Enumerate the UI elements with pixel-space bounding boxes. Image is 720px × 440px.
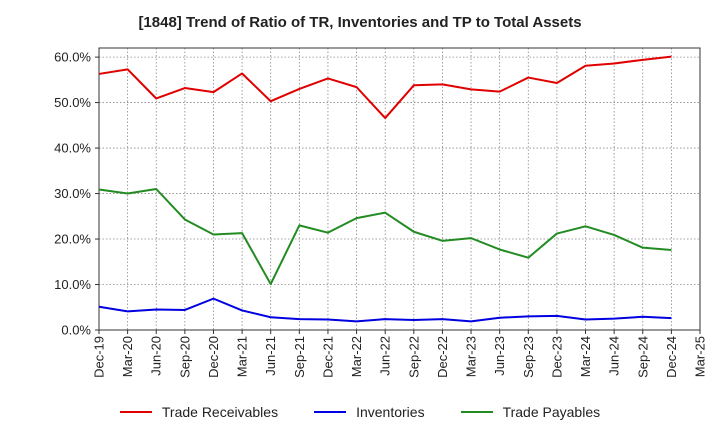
x-tick-label: Sep-22 — [406, 336, 421, 378]
grid-lines — [99, 48, 700, 330]
chart-title: [1848] Trend of Ratio of TR, Inventories… — [138, 14, 582, 31]
y-tick-label: 10.0% — [54, 277, 91, 292]
x-tick-label: Sep-24 — [635, 336, 650, 378]
x-tick-label: Mar-25 — [693, 336, 708, 377]
x-tick-label: Sep-23 — [521, 336, 536, 378]
legend-label-trade-payables: Trade Payables — [502, 404, 601, 420]
plot-frame — [98, 47, 701, 331]
x-tick-label: Dec-23 — [549, 336, 564, 378]
x-tick-label: Dec-24 — [664, 336, 679, 378]
x-tick-label: Dec-19 — [92, 336, 107, 378]
legend-label-trade-receivables: Trade Receivables — [161, 404, 279, 420]
series-line-2 — [98, 188, 672, 286]
x-tick-label: Mar-20 — [120, 336, 135, 377]
x-tick-label: Dec-20 — [206, 336, 221, 378]
series-line-0 — [98, 55, 672, 120]
x-tick-label: Mar-22 — [349, 336, 364, 377]
x-tick-label: Mar-23 — [464, 336, 479, 377]
x-tick-label: Jun-24 — [607, 336, 622, 376]
y-tick-label: 0.0% — [61, 323, 91, 338]
x-tick-label: Mar-24 — [578, 336, 593, 377]
legend-item-inventories: Inventories — [314, 404, 425, 420]
axes: 0.0% 10.0% 20.0% 30.0% 40.0% 50.0% 60.0% Dec-19… — [54, 47, 708, 378]
y-tick-label: 20.0% — [54, 232, 91, 247]
series-line-1 — [98, 297, 672, 323]
y-tick-label: 30.0% — [54, 186, 91, 201]
chart-legend: Trade Receivables Inventories Trade Paya… — [0, 404, 720, 420]
x-tick-label: Mar-21 — [235, 336, 250, 377]
y-tick-label: 40.0% — [54, 141, 91, 156]
legend-swatch-inventories — [314, 411, 347, 413]
x-tick-label: Dec-21 — [320, 336, 335, 378]
x-tick-label: Sep-20 — [177, 336, 192, 378]
legend-swatch-trade-payables — [460, 411, 493, 413]
x-tick-label: Dec-22 — [435, 336, 450, 378]
x-tick-label: Sep-21 — [292, 336, 307, 378]
legend-item-trade-payables: Trade Payables — [460, 404, 601, 420]
x-tick-label: Jun-21 — [263, 336, 278, 376]
x-tick-label: Jun-20 — [149, 336, 164, 376]
x-tick-label: Jun-22 — [378, 336, 393, 376]
x-tick-label: Jun-23 — [492, 336, 507, 376]
legend-item-trade-receivables: Trade Receivables — [119, 404, 279, 420]
y-tick-label: 50.0% — [54, 95, 91, 110]
legend-label-inventories: Inventories — [356, 404, 425, 420]
series-lines — [98, 55, 672, 323]
legend-swatch-trade-receivables — [119, 411, 152, 413]
y-tick-label: 60.0% — [54, 50, 91, 65]
